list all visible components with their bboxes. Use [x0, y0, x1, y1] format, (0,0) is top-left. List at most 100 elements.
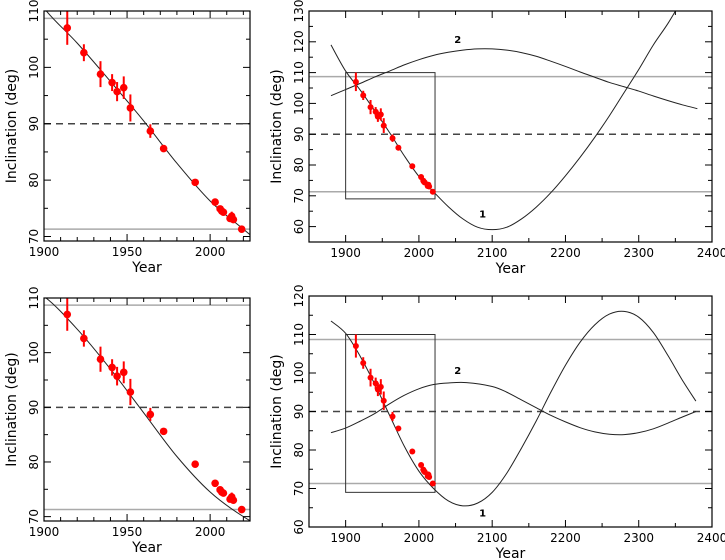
data-point: [389, 135, 396, 142]
x-axis-title: Year: [131, 260, 162, 276]
data-point: [389, 413, 396, 420]
data-point: [418, 462, 425, 469]
x-tick-label: 1950: [112, 245, 143, 259]
data-point: [229, 215, 238, 224]
data-point: [126, 388, 135, 396]
data-point: [96, 70, 105, 78]
inset-box: [345, 72, 436, 200]
x-axis-title: Year: [495, 546, 526, 560]
data-point: [96, 355, 105, 364]
data-point: [377, 383, 384, 390]
plot-area: [309, 11, 712, 231]
data-point: [211, 198, 219, 206]
x-tick-label: 1900: [330, 531, 361, 545]
model-curve2: [330, 381, 697, 436]
data-point: [352, 78, 359, 85]
y-tick-label: 110: [27, 287, 41, 310]
data-point: [63, 310, 72, 319]
y-tick-label: 80: [292, 442, 306, 457]
model-curve1: [45, 298, 250, 521]
y-tick-label: 100: [27, 56, 41, 79]
y-tick-label: 70: [292, 188, 306, 203]
x-tick-label: 2000: [404, 531, 435, 545]
data-point: [360, 92, 367, 99]
x-tick-label: 2300: [623, 246, 654, 260]
model-curve1: [330, 310, 697, 507]
y-tick-label: 60: [292, 519, 306, 534]
y-tick-label: 110: [27, 0, 41, 22]
data-point: [108, 78, 116, 87]
x-tick-label: 1950: [112, 525, 143, 539]
model-curve1: [45, 11, 250, 236]
y-tick-label: 100: [27, 341, 41, 364]
data-point: [219, 208, 228, 217]
data-point: [229, 496, 238, 505]
data-point: [119, 368, 128, 377]
model-curve2: [330, 48, 698, 110]
data-point: [108, 363, 116, 372]
x-tick-label: 1900: [330, 246, 361, 260]
y-tick-label: 90: [292, 127, 306, 142]
x-tick-label: 2000: [195, 245, 226, 259]
y-tick-label: 90: [27, 116, 41, 131]
x-tick-label: 2300: [623, 531, 654, 545]
x-tick-label: 2200: [550, 531, 581, 545]
y-tick-label: 110: [292, 61, 306, 84]
data-point: [146, 410, 155, 419]
x-tick-label: 2100: [477, 246, 508, 260]
y-tick-label: 60: [292, 219, 306, 234]
data-point: [380, 122, 387, 129]
y-tick-label: 70: [27, 509, 41, 524]
data-point: [367, 374, 374, 381]
y-axis-title: Inclination (deg): [269, 69, 285, 184]
data-point: [360, 359, 367, 366]
curve-label-1: 1: [479, 508, 486, 519]
data-point: [159, 427, 168, 436]
y-tick-label: 80: [27, 172, 41, 187]
plot-frame: [308, 10, 713, 243]
data-point: [211, 479, 219, 488]
curve-label-2: 2: [454, 35, 461, 46]
y-axis-title: Inclination (deg): [269, 354, 285, 469]
x-axis-title: Year: [131, 540, 162, 556]
data-point: [191, 460, 199, 468]
data-point: [429, 480, 436, 487]
plot-frame: [43, 10, 251, 242]
data-point: [191, 178, 199, 187]
x-tick-label: 2200: [550, 246, 581, 260]
data-point: [352, 343, 359, 350]
data-point: [80, 48, 88, 57]
plot-area: [44, 298, 250, 521]
data-point: [119, 83, 128, 92]
panel-top-left: 1900 1950 2000 70 80 90 100 110 Year Inclination …: [4, 0, 251, 276]
y-tick-label: 130: [292, 0, 306, 22]
y-tick-label: 90: [292, 404, 306, 419]
y-tick-label: 70: [27, 229, 41, 244]
data-point: [426, 473, 433, 480]
curve-label-1: 1: [479, 210, 486, 221]
y-tick-label: 100: [292, 92, 306, 115]
y-axis-title: Inclination (deg): [4, 69, 20, 184]
data-point: [237, 225, 246, 233]
y-tick-label: 100: [292, 362, 306, 385]
data-point: [367, 104, 374, 111]
plot-frame: [43, 297, 251, 522]
panel-bottom-left: 1900 1950 2000 70 80 90 100 110 Year Inclination …: [4, 287, 251, 556]
y-axis-title: Inclination (deg): [4, 352, 20, 467]
data-point: [395, 144, 402, 151]
panel-bottom-right: 1 2 1900 2000 2100 2200 2300 2400 60 70 80 90 100 110…: [269, 285, 725, 560]
data-point: [429, 188, 436, 195]
data-point: [395, 425, 402, 432]
data-point: [113, 87, 121, 96]
data-point: [237, 505, 246, 514]
x-axis-title: Year: [495, 261, 526, 277]
y-tick-label: 80: [292, 157, 306, 172]
plot-area: [309, 310, 712, 507]
inset-box: [345, 334, 436, 493]
plot-area: [44, 11, 250, 236]
curve-label-2: 2: [454, 366, 461, 377]
data-point: [409, 163, 416, 170]
x-tick-label: 2000: [195, 525, 226, 539]
data-point: [377, 111, 384, 118]
